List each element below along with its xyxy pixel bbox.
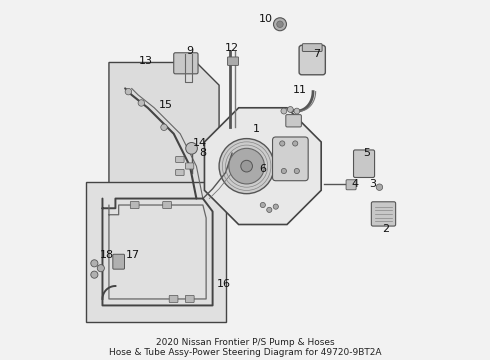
FancyBboxPatch shape [185, 163, 194, 169]
FancyBboxPatch shape [272, 137, 308, 181]
Text: 2: 2 [382, 224, 390, 234]
FancyBboxPatch shape [176, 157, 184, 163]
Text: 1: 1 [253, 124, 260, 134]
Text: 18: 18 [100, 250, 114, 260]
FancyBboxPatch shape [286, 114, 301, 127]
Text: 11: 11 [293, 85, 307, 95]
Text: 2020 Nissan Frontier P/S Pump & Hoses
Hose & Tube Assy-Power Steering Diagram fo: 2020 Nissan Frontier P/S Pump & Hoses Ho… [109, 338, 381, 357]
Text: 4: 4 [352, 179, 359, 189]
Circle shape [277, 21, 283, 27]
Circle shape [294, 108, 300, 114]
Circle shape [91, 271, 98, 278]
FancyBboxPatch shape [371, 202, 395, 226]
Text: 9: 9 [186, 46, 194, 56]
Circle shape [125, 89, 132, 95]
Text: 3: 3 [369, 179, 376, 189]
Circle shape [293, 141, 298, 146]
FancyBboxPatch shape [176, 170, 184, 176]
Circle shape [281, 168, 287, 174]
Text: 13: 13 [139, 56, 153, 66]
Circle shape [161, 124, 167, 131]
Text: 10: 10 [259, 14, 273, 24]
Text: 16: 16 [217, 279, 231, 289]
Circle shape [138, 100, 145, 106]
Circle shape [260, 202, 266, 208]
Circle shape [219, 139, 274, 194]
Circle shape [376, 184, 383, 190]
FancyBboxPatch shape [185, 296, 194, 302]
Circle shape [294, 168, 299, 174]
FancyBboxPatch shape [302, 44, 322, 51]
Circle shape [241, 160, 252, 172]
Text: 17: 17 [126, 250, 140, 260]
Text: 14: 14 [193, 139, 207, 148]
FancyBboxPatch shape [227, 57, 239, 66]
FancyBboxPatch shape [169, 296, 178, 302]
Text: 15: 15 [159, 100, 172, 109]
Polygon shape [86, 182, 225, 321]
Text: 5: 5 [363, 148, 370, 158]
Circle shape [273, 204, 278, 209]
FancyBboxPatch shape [163, 202, 172, 208]
FancyBboxPatch shape [174, 53, 198, 74]
Circle shape [288, 107, 294, 112]
FancyBboxPatch shape [346, 180, 356, 190]
Circle shape [229, 148, 265, 184]
FancyBboxPatch shape [353, 150, 374, 177]
Text: 7: 7 [313, 49, 320, 59]
Circle shape [281, 108, 287, 114]
Circle shape [98, 265, 104, 272]
Text: 6: 6 [259, 165, 267, 174]
Circle shape [186, 143, 197, 154]
Circle shape [91, 260, 98, 267]
FancyBboxPatch shape [113, 254, 124, 269]
Polygon shape [204, 108, 321, 225]
Circle shape [273, 18, 287, 31]
Circle shape [267, 207, 272, 212]
FancyBboxPatch shape [299, 45, 325, 75]
Polygon shape [109, 63, 219, 237]
Circle shape [280, 141, 285, 146]
Text: 8: 8 [199, 148, 206, 158]
FancyBboxPatch shape [130, 202, 139, 208]
Text: 12: 12 [225, 43, 239, 53]
